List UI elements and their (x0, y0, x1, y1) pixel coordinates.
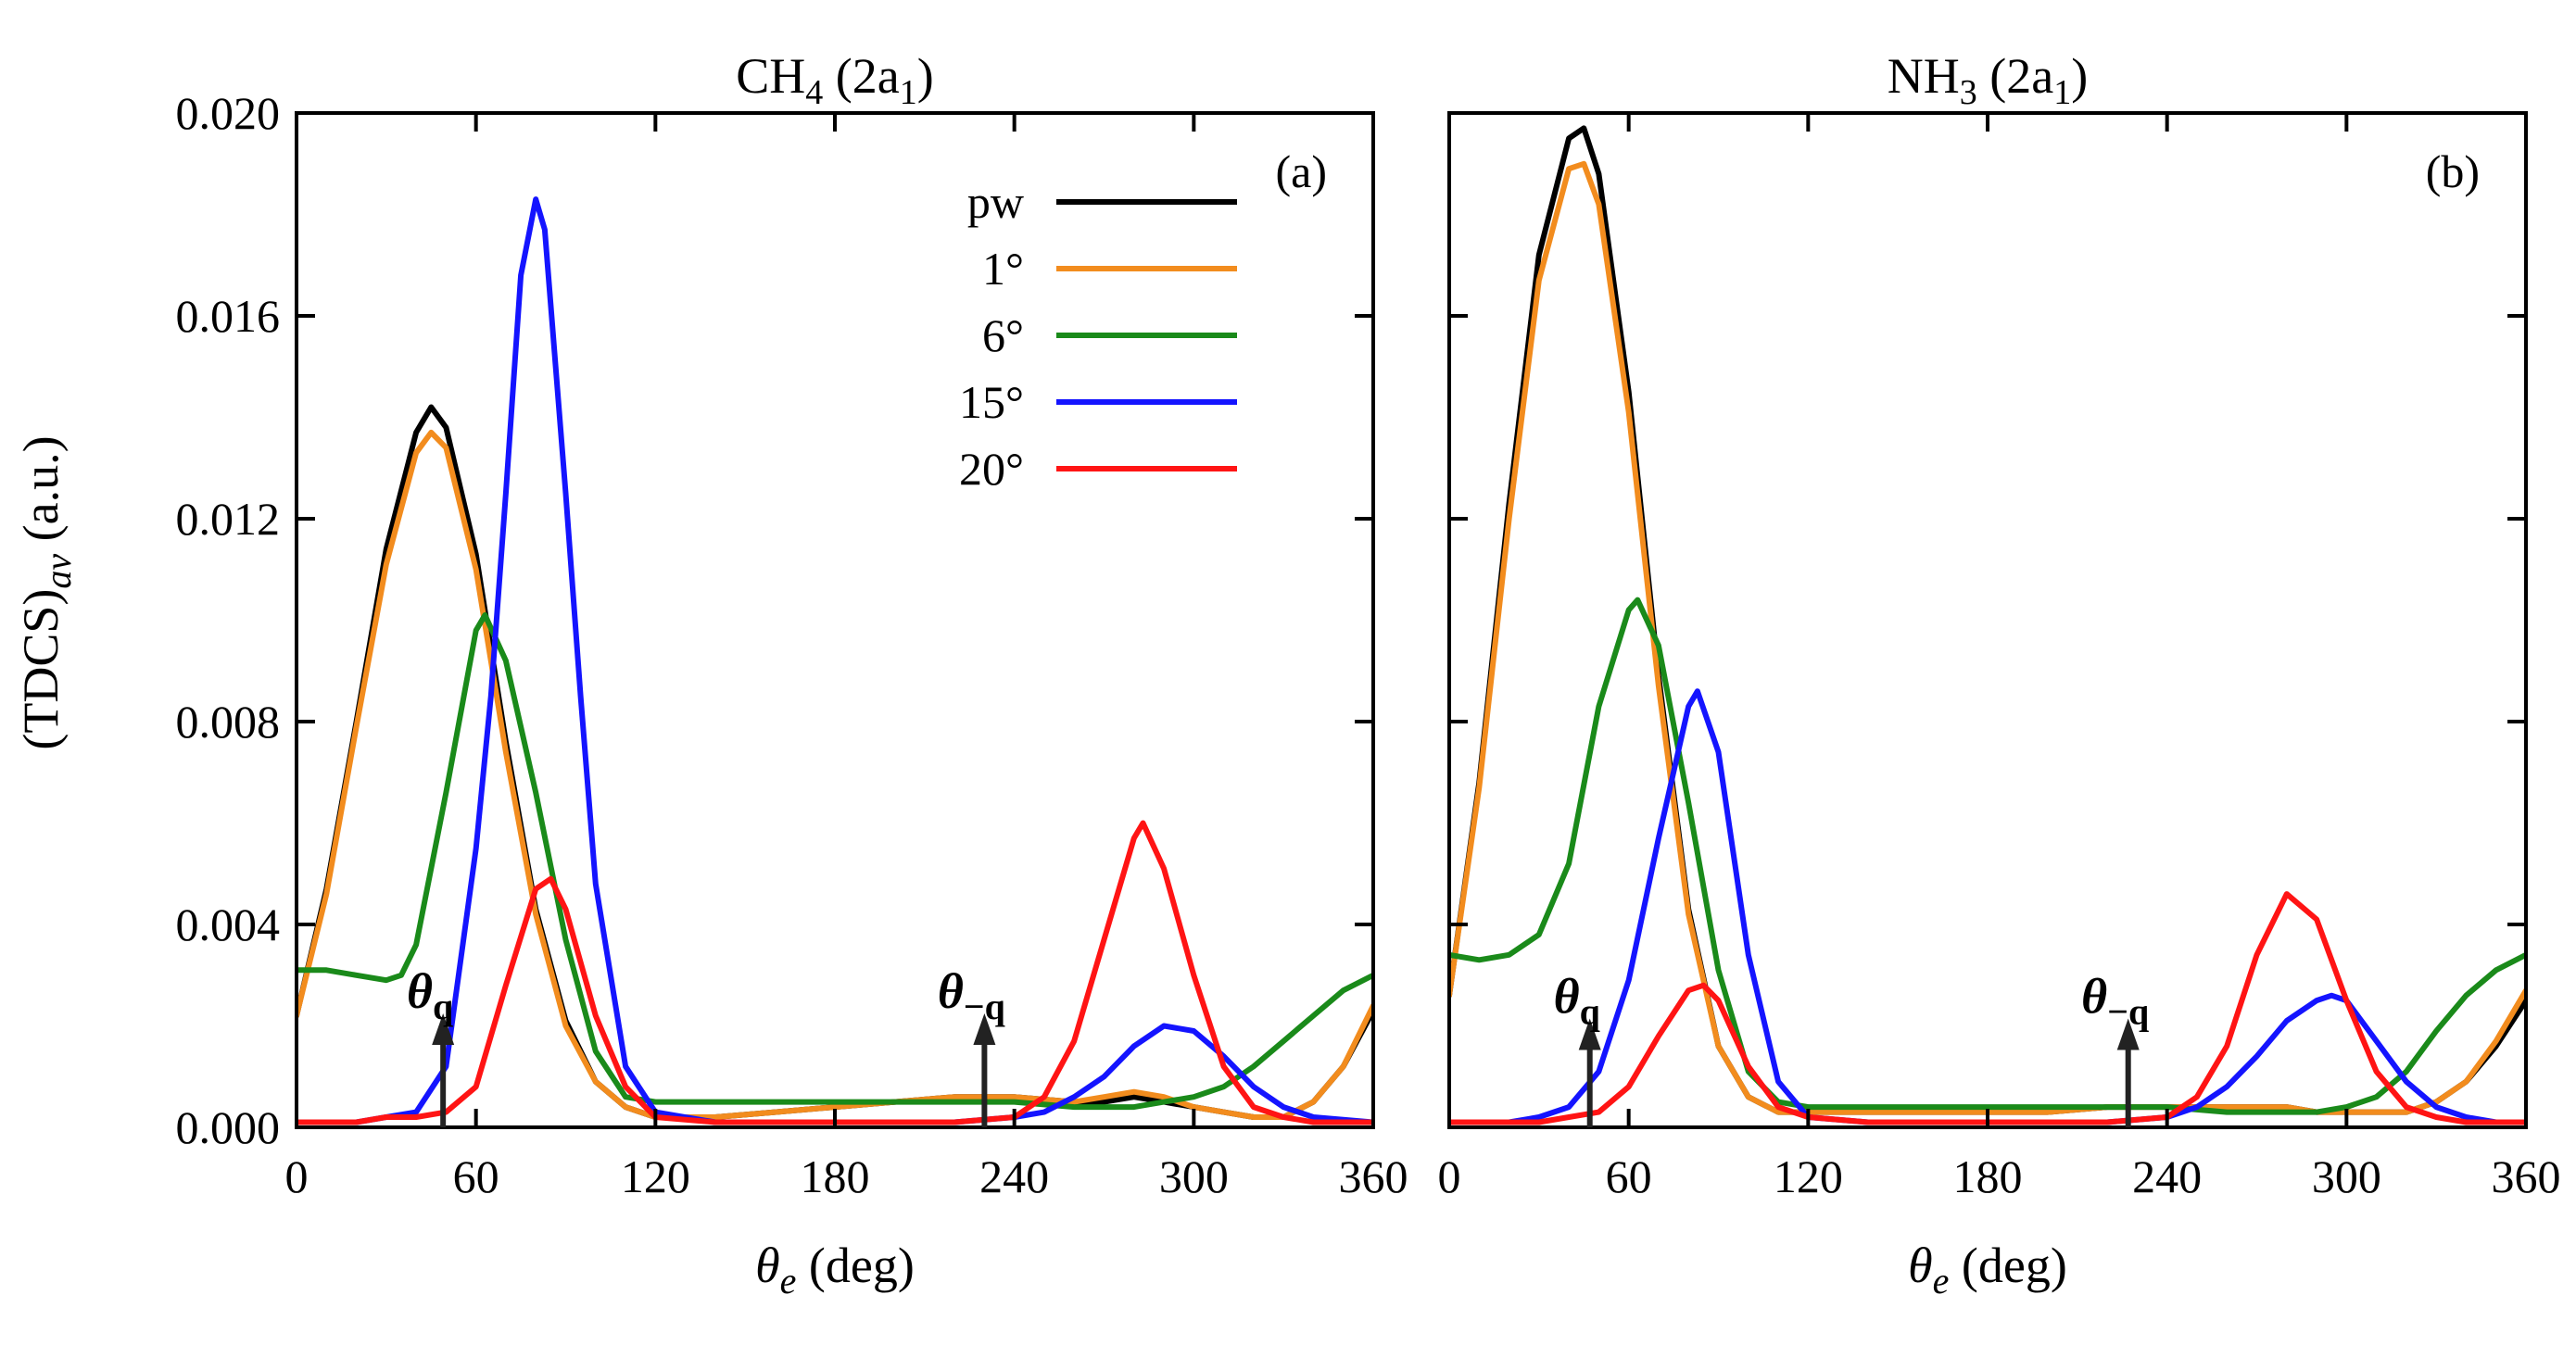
x-axis-title-a: θe (deg) (755, 1238, 915, 1301)
x-tick-label-b-120: 120 (1774, 1150, 1843, 1202)
y-axis-title-sub: av (37, 554, 79, 589)
panel-b: 0 60 120 180 240 300 360 θe (deg) NH3 (2a1) (b) θq… (1438, 48, 2561, 1301)
svg-text:(TDCS)av (a.u.): (TDCS)av (a.u.) (13, 435, 79, 749)
series-line-a-pw (297, 404, 1373, 1120)
annotation-label-b-1: θ−q (2081, 969, 2149, 1033)
series-line-a-1deg (297, 429, 1373, 1120)
x-tick-label-b-180: 180 (1953, 1150, 2023, 1202)
annotation-arrow-head-a-0 (432, 1013, 455, 1046)
x-tick-label-b-60: 60 (1606, 1150, 1652, 1202)
legend-label-15deg: 15° (959, 376, 1024, 428)
annotation-arrow-head-b-1 (2116, 1018, 2140, 1050)
panel-title-a: CH4 (2a1) (736, 48, 933, 112)
legend-label-pw: pw (967, 176, 1024, 228)
annotation-arrow-head-b-0 (1578, 1018, 1601, 1050)
series-line-b-6deg (1449, 597, 2526, 1115)
panel-a: 0 60 120 180 240 300 360 0.000 0.004 0.008 0.012 0.… (176, 48, 1408, 1301)
x-tick-label-b-0: 0 (1438, 1150, 1461, 1202)
x-tick-label-a-180: 180 (801, 1150, 870, 1202)
y-axis-title-main: (TDCS) (13, 589, 69, 750)
legend-label-6deg: 6° (982, 309, 1024, 361)
x-tick-label-a-360: 360 (1339, 1150, 1408, 1202)
x-tick-label-a-0: 0 (285, 1150, 309, 1202)
series-group-b (1449, 125, 2526, 1125)
y-tick-label-a-1: 0.004 (176, 899, 281, 950)
y-tick-label-a-0: 0.000 (176, 1101, 281, 1153)
y-tick-label-a-4: 0.016 (176, 290, 281, 342)
x-tick-label-a-60: 60 (453, 1150, 499, 1202)
x-tick-label-a-300: 300 (1159, 1150, 1229, 1202)
legend-label-20deg: 20° (959, 443, 1024, 495)
annotation-label-b-0: θq (1554, 969, 1600, 1033)
series-line-b-20deg (1449, 891, 2526, 1125)
panel-letter-b: (b) (2426, 145, 2480, 197)
annotation-label-a-1: θ−q (938, 963, 1005, 1027)
legend-label-1deg: 1° (982, 243, 1024, 295)
y-axis-title: (TDCS)av (a.u.) (13, 435, 79, 749)
annotation-arrow-head-a-1 (973, 1013, 996, 1046)
y-tick-label-a-5: 0.020 (176, 87, 281, 139)
x-axis-title-b: θe (deg) (1908, 1238, 2067, 1301)
y-tick-label-a-3: 0.012 (176, 493, 281, 545)
series-line-b-1deg (1449, 160, 2526, 1115)
series-line-a-6deg (297, 612, 1373, 1111)
y-tick-label-a-2: 0.008 (176, 696, 281, 748)
annotation-label-a-0: θq (407, 963, 453, 1027)
panel-letter-a: (a) (1276, 145, 1328, 197)
x-tick-label-a-120: 120 (621, 1150, 690, 1202)
x-tick-label-b-240: 240 (2132, 1150, 2202, 1202)
x-tick-label-a-240: 240 (979, 1150, 1049, 1202)
series-line-b-15deg (1449, 688, 2526, 1125)
panel-title-b: NH3 (2a1) (1888, 48, 2088, 112)
y-axis-title-unit: (a.u.) (13, 435, 69, 553)
x-tick-label-b-300: 300 (2312, 1150, 2381, 1202)
x-tick-label-b-360: 360 (2492, 1150, 2561, 1202)
